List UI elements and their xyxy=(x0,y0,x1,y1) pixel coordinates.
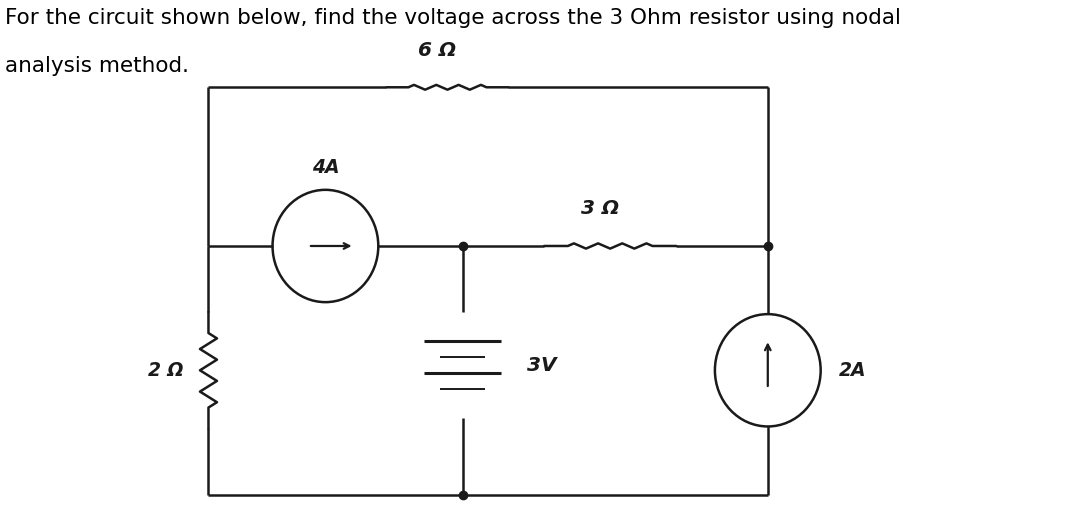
Text: 6 Ω: 6 Ω xyxy=(418,41,457,60)
Text: 4A: 4A xyxy=(312,158,339,177)
Text: 3V: 3V xyxy=(527,355,556,375)
Text: For the circuit shown below, find the voltage across the 3 Ohm resistor using no: For the circuit shown below, find the vo… xyxy=(5,8,901,28)
Text: 3 Ω: 3 Ω xyxy=(581,199,619,218)
Text: 2A: 2A xyxy=(839,361,866,380)
Text: 2 Ω: 2 Ω xyxy=(148,361,183,380)
Text: analysis method.: analysis method. xyxy=(5,56,189,76)
